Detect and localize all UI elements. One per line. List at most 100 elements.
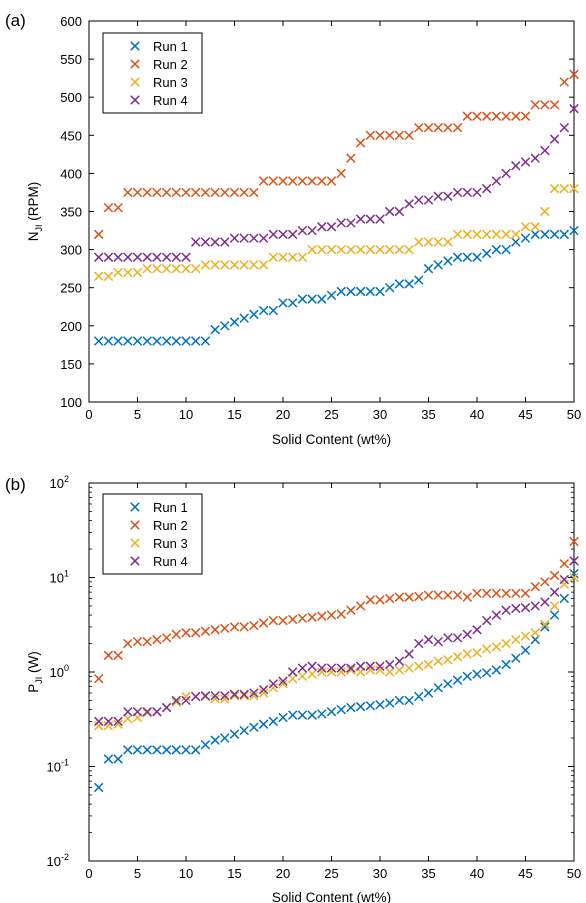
data-point bbox=[142, 708, 152, 718]
data-point bbox=[346, 665, 356, 675]
data-point bbox=[530, 153, 540, 163]
data-point bbox=[423, 195, 434, 205]
data-point bbox=[414, 638, 424, 649]
data-point bbox=[239, 260, 249, 270]
data-point bbox=[491, 588, 502, 599]
data-point bbox=[540, 145, 550, 156]
y-tick-label: 200 bbox=[60, 319, 82, 334]
data-point bbox=[249, 309, 259, 320]
data-point bbox=[161, 633, 172, 643]
data-point bbox=[229, 689, 240, 700]
data-point bbox=[404, 199, 414, 209]
data-point bbox=[103, 271, 114, 282]
data-point bbox=[530, 601, 540, 611]
data-point bbox=[123, 706, 133, 717]
panel-label: (a) bbox=[5, 11, 26, 30]
data-point bbox=[346, 218, 356, 228]
data-point bbox=[326, 290, 337, 301]
data-point bbox=[549, 610, 560, 620]
x-tick-label: 5 bbox=[134, 407, 141, 422]
data-point bbox=[481, 644, 492, 654]
y-tick-label: 400 bbox=[60, 166, 82, 181]
data-point bbox=[452, 652, 463, 662]
data-point bbox=[278, 615, 288, 626]
y-tick-label: 100 bbox=[50, 663, 69, 680]
data-point bbox=[287, 176, 298, 186]
data-point bbox=[433, 656, 443, 666]
data-point bbox=[355, 286, 366, 297]
data-point bbox=[559, 558, 570, 569]
chart-panel-2: (b) 0 5 10 15 20 25 30 35 40 45 50 10-2 10-1 100 101 102… bbox=[5, 474, 581, 903]
data-point bbox=[491, 610, 502, 620]
x-tick-label: 30 bbox=[373, 866, 387, 881]
y-axis-title: NJI (RPM) bbox=[26, 182, 44, 242]
data-point bbox=[365, 130, 376, 141]
data-point bbox=[394, 279, 405, 289]
data-point bbox=[161, 263, 172, 274]
data-point bbox=[297, 613, 308, 624]
data-point bbox=[394, 656, 405, 666]
data-point bbox=[161, 336, 172, 346]
data-point bbox=[326, 244, 337, 255]
data-point bbox=[346, 702, 356, 713]
data-point bbox=[326, 663, 337, 673]
data-point bbox=[278, 712, 288, 723]
data-point bbox=[394, 695, 405, 706]
data-point bbox=[200, 237, 211, 247]
y-tick-label: 450 bbox=[60, 128, 82, 143]
data-point bbox=[317, 176, 327, 186]
data-point bbox=[384, 659, 395, 670]
data-point bbox=[220, 321, 230, 331]
data-point bbox=[249, 620, 259, 631]
data-point bbox=[317, 663, 327, 673]
data-point bbox=[530, 100, 540, 110]
data-point bbox=[384, 206, 395, 217]
data-point bbox=[278, 676, 288, 686]
data-point bbox=[103, 202, 114, 213]
data-point bbox=[113, 719, 123, 729]
data-point bbox=[433, 683, 443, 693]
y-tick-label: 10-2 bbox=[47, 852, 69, 869]
data-point bbox=[443, 237, 453, 247]
data-point bbox=[520, 111, 531, 121]
data-point bbox=[384, 282, 395, 293]
data-point bbox=[481, 588, 492, 599]
data-point bbox=[530, 628, 540, 638]
data-point bbox=[384, 698, 395, 708]
y-tick-label: 101 bbox=[50, 569, 69, 586]
data-point bbox=[229, 622, 240, 632]
data-point bbox=[297, 710, 308, 720]
legend-marker bbox=[130, 95, 140, 105]
legend-box bbox=[102, 32, 203, 114]
data-point bbox=[511, 161, 521, 171]
data-point bbox=[414, 691, 424, 702]
legend-marker bbox=[130, 520, 140, 530]
data-point bbox=[297, 671, 308, 682]
x-tick-label: 25 bbox=[324, 866, 338, 881]
data-point bbox=[549, 183, 560, 194]
legend: Run 1 Run 2 Run 3 Run 4 bbox=[102, 32, 203, 114]
data-point bbox=[511, 111, 521, 121]
data-point bbox=[268, 679, 279, 689]
data-point bbox=[307, 176, 317, 186]
data-point bbox=[287, 614, 298, 625]
data-point bbox=[423, 659, 434, 670]
data-point bbox=[452, 590, 463, 600]
data-point bbox=[152, 187, 162, 198]
data-point bbox=[181, 336, 191, 346]
data-point bbox=[569, 69, 579, 80]
data-point bbox=[103, 336, 114, 346]
series-run-4 bbox=[93, 103, 579, 262]
data-point bbox=[355, 701, 366, 712]
data-point bbox=[375, 214, 385, 224]
chart-panel-1: (a) 0 5 10 15 20 25 30 35 40 45 50 100 150 200 250 300 35… bbox=[5, 11, 581, 447]
data-point bbox=[93, 336, 104, 346]
data-point bbox=[239, 233, 249, 243]
data-point bbox=[229, 233, 240, 243]
data-point bbox=[287, 298, 298, 308]
data-point bbox=[462, 592, 473, 602]
data-point bbox=[491, 229, 502, 240]
data-point bbox=[239, 622, 249, 632]
data-point bbox=[317, 222, 327, 232]
